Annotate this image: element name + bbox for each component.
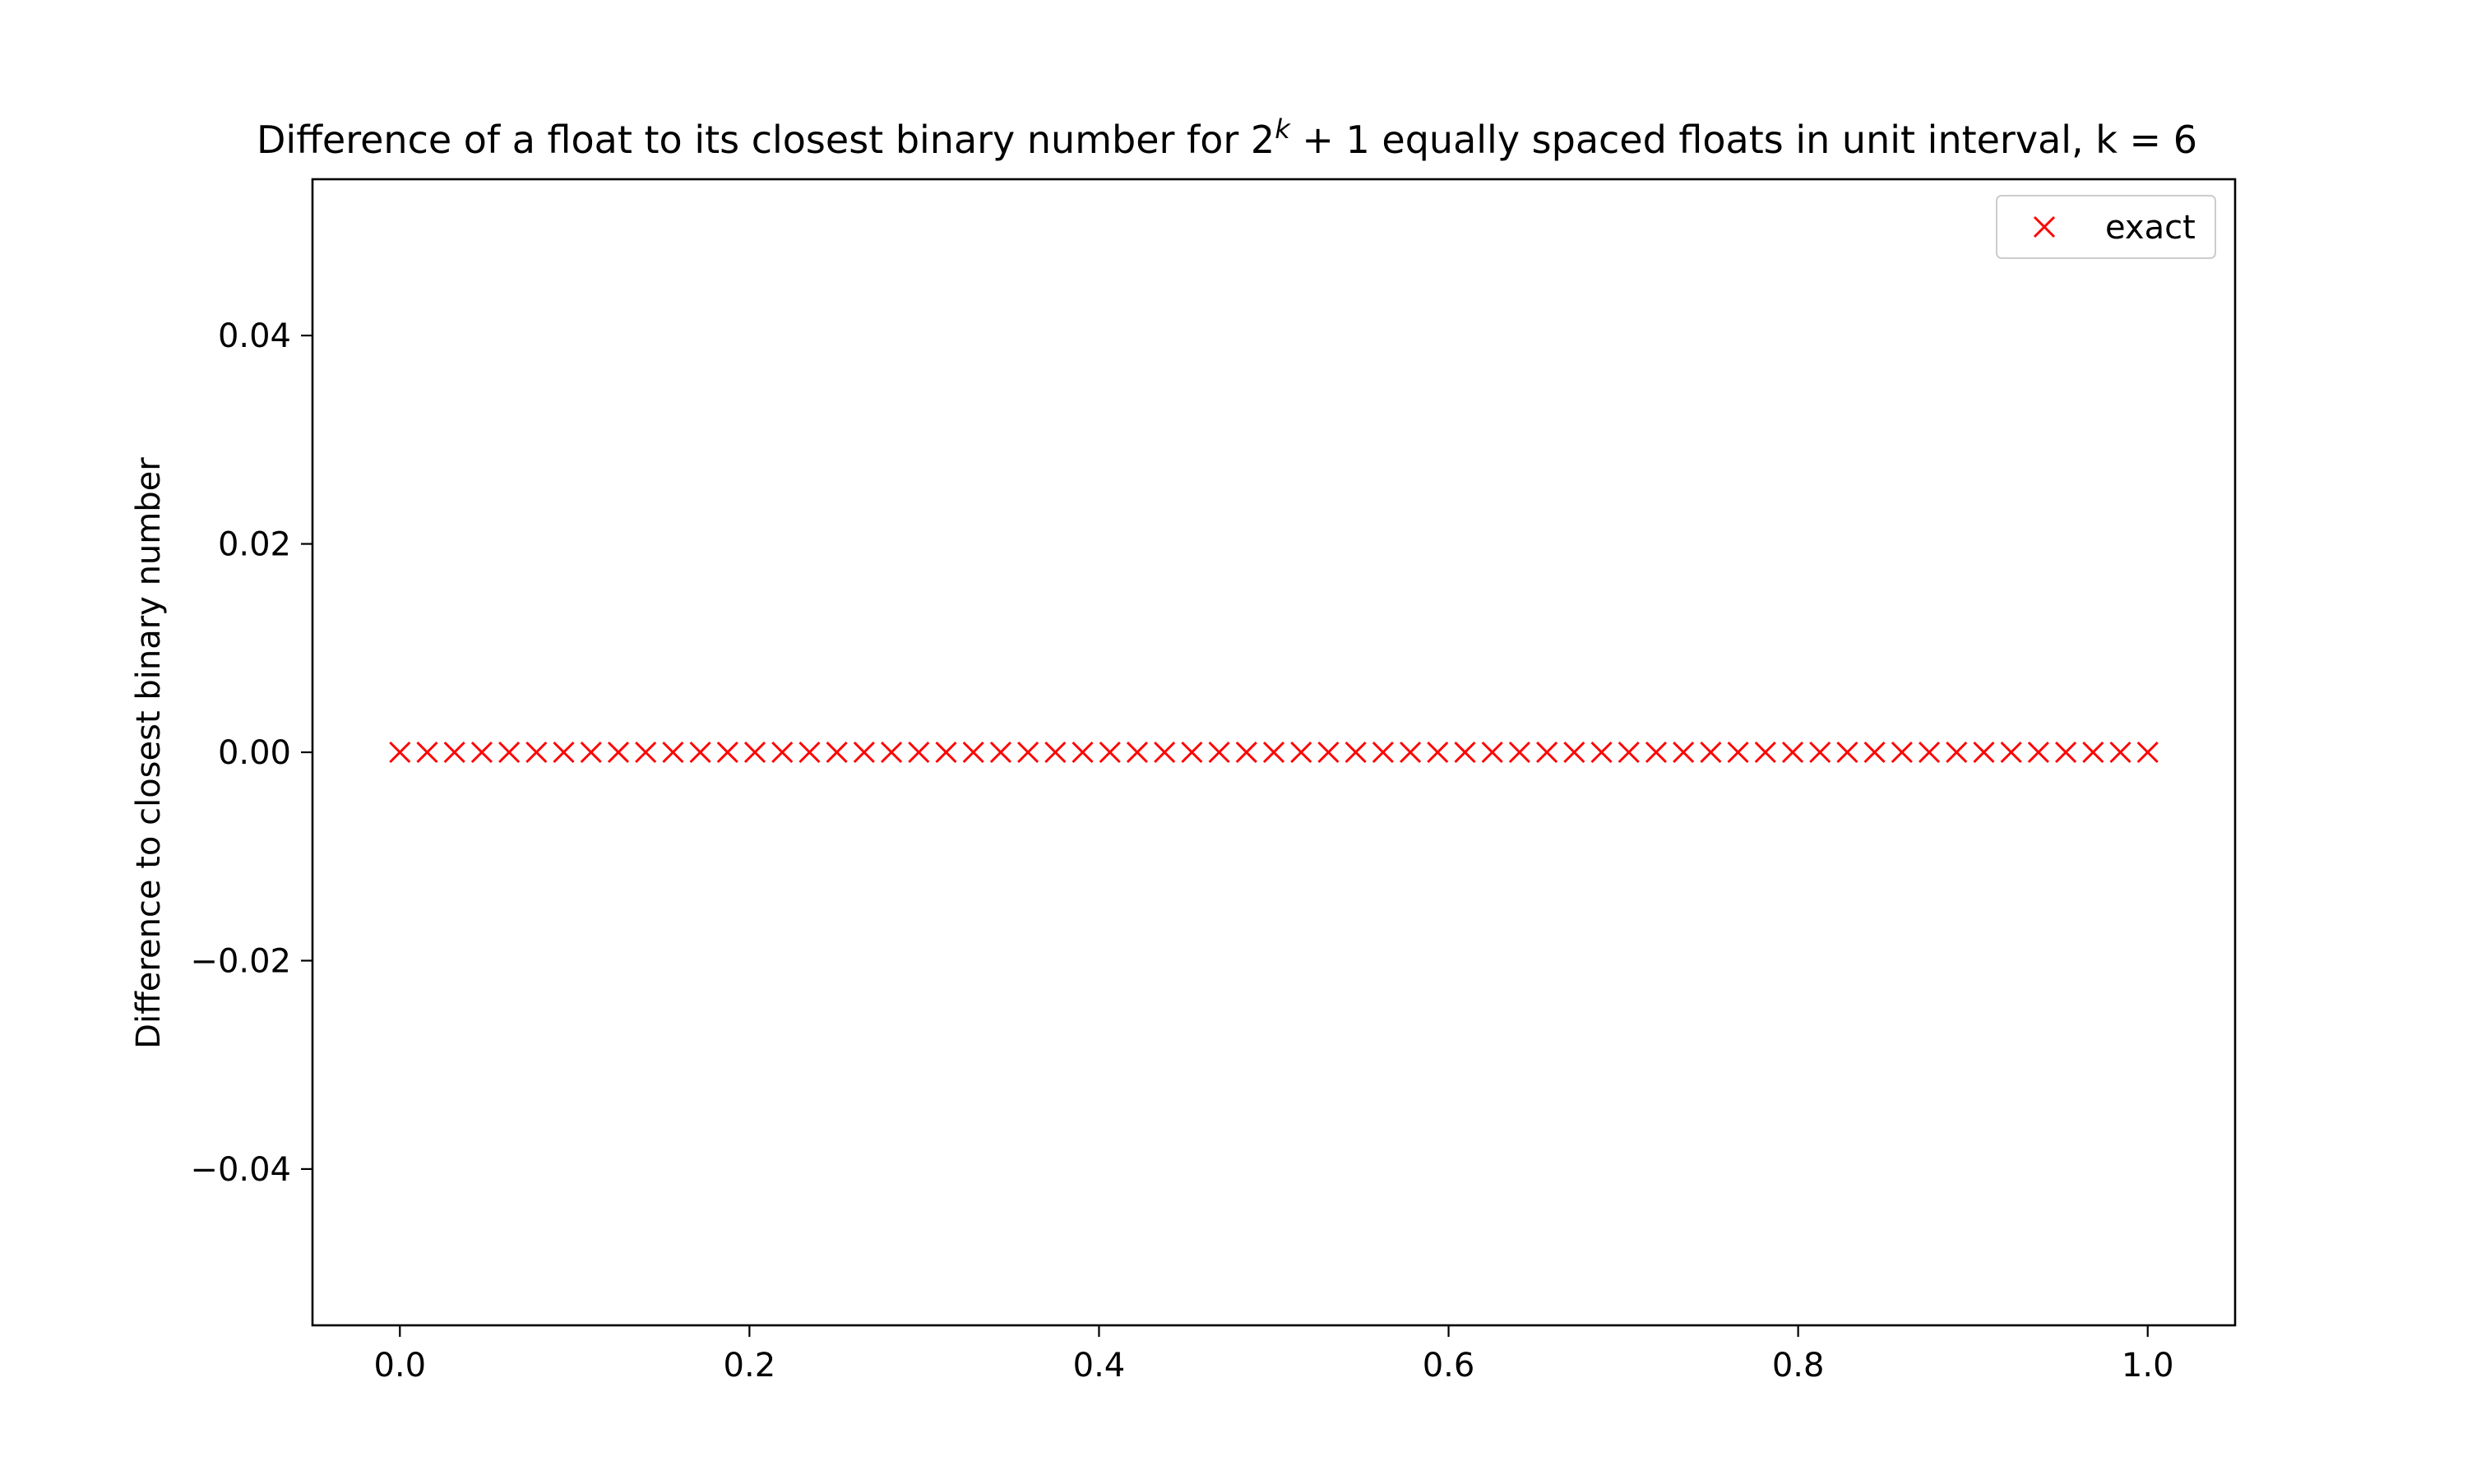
plot-frame <box>311 178 2237 1327</box>
data-point <box>1427 741 1449 764</box>
data-point <box>635 741 657 764</box>
data-point <box>443 741 465 764</box>
y-tick-label: 0.00 <box>218 734 291 772</box>
data-point <box>1508 741 1530 764</box>
data-point <box>1154 741 1176 764</box>
y-axis-label-group: Difference to closest binary number <box>130 457 168 1049</box>
data-point <box>1781 741 1804 764</box>
data-point <box>743 741 766 764</box>
data-point <box>1863 741 1886 764</box>
data-point <box>1481 741 1503 764</box>
data-point <box>2055 741 2077 764</box>
data-point <box>989 741 1011 764</box>
data-point <box>798 741 821 764</box>
legend-marker <box>2033 215 2056 238</box>
legend-box <box>1996 195 2216 259</box>
data-point <box>771 741 794 764</box>
y-tick-label: −0.02 <box>190 942 291 980</box>
data-point <box>662 741 684 764</box>
data-point <box>1290 741 1312 764</box>
data-point <box>1618 741 1640 764</box>
x-tick-label: 0.6 <box>1423 1347 1475 1385</box>
data-point <box>1590 741 1613 764</box>
data-point <box>553 741 575 764</box>
data-point <box>1700 741 1722 764</box>
data-point <box>853 741 875 764</box>
data-point <box>607 741 630 764</box>
data-point <box>1208 741 1230 764</box>
chart-title-prefix: Difference of a float to its closest bin… <box>257 118 1275 162</box>
data-point <box>1126 741 1149 764</box>
data-point <box>2136 741 2159 764</box>
data-point <box>1563 741 1585 764</box>
x-tick-label: 0.4 <box>1073 1347 1126 1385</box>
data-point <box>1536 741 1558 764</box>
x-tick-label: 0.0 <box>373 1347 426 1385</box>
x-tick-label: 0.8 <box>1772 1347 1825 1385</box>
data-point <box>1891 741 1913 764</box>
data-point <box>935 741 957 764</box>
data-point <box>498 741 521 764</box>
data-point <box>1181 741 1203 764</box>
data-point <box>1454 741 1476 764</box>
data-point <box>389 741 411 764</box>
data-point <box>716 741 738 764</box>
data-point <box>2109 741 2131 764</box>
y-axis-label: Difference to closest binary number <box>130 457 168 1049</box>
x-tick-label: 0.2 <box>724 1347 776 1385</box>
data-point <box>580 741 602 764</box>
chart-title: Difference of a float to its closest bin… <box>257 113 2197 162</box>
data-point <box>1918 741 1941 764</box>
data-point <box>1072 741 1094 764</box>
data-point <box>1946 741 1968 764</box>
y-tick-label: 0.02 <box>218 526 291 564</box>
y-tick-label: 0.04 <box>218 317 291 355</box>
y-tick-label: −0.04 <box>190 1151 291 1189</box>
data-point <box>1372 741 1394 764</box>
data-point <box>1754 741 1776 764</box>
data-point <box>1044 741 1067 764</box>
data-point <box>1399 741 1422 764</box>
data-point <box>880 741 903 764</box>
data-point <box>1317 741 1340 764</box>
data-point <box>525 741 548 764</box>
data-point <box>2082 741 2104 764</box>
data-point <box>2027 741 2049 764</box>
data-point <box>2000 741 2022 764</box>
data-point <box>1973 741 1995 764</box>
data-point <box>826 741 848 764</box>
data-point <box>1809 741 1831 764</box>
data-point <box>1836 741 1858 764</box>
data-point <box>962 741 984 764</box>
data-point <box>1673 741 1695 764</box>
data-point <box>1345 741 1367 764</box>
chart-title-exponent: k <box>1275 113 1291 145</box>
legend: exact <box>1996 195 2216 259</box>
data-point <box>1645 741 1668 764</box>
data-point <box>1262 741 1285 764</box>
legend-label: exact <box>2105 209 2196 247</box>
chart-title-suffix: + 1 equally spaced floats in unit interv… <box>1290 118 2197 162</box>
data-point <box>416 741 438 764</box>
data-point <box>1017 741 1039 764</box>
data-point <box>1235 741 1257 764</box>
marks-layer <box>389 741 2159 764</box>
data-point <box>908 741 930 764</box>
x-tick-label: 1.0 <box>2122 1347 2174 1385</box>
data-point <box>1727 741 1749 764</box>
data-point <box>1099 741 1121 764</box>
ticks-layer: 0.0 0.2 0.4 0.6 0.8 1.0 0.04 0.02 0.00 −0.02 −0.04 <box>190 317 2173 1385</box>
data-point <box>470 741 493 764</box>
data-point <box>689 741 711 764</box>
